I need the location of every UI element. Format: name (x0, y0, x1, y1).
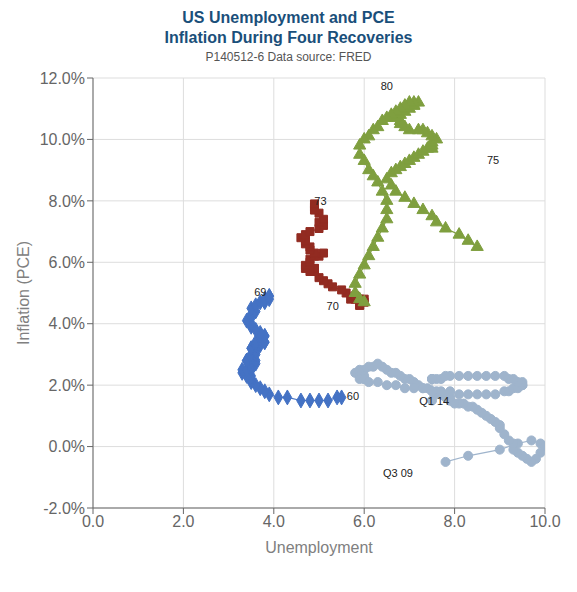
svg-text:6.0%: 6.0% (49, 254, 85, 271)
svg-text:0.0: 0.0 (82, 513, 104, 530)
svg-text:10.0%: 10.0% (40, 131, 85, 148)
svg-text:6.0: 6.0 (353, 513, 375, 530)
html-text:US Unemployment and PCE Inflat: US Unemployment and PCE Inflation During… (164, 9, 413, 46)
html-text:P140512-6 Data source: FRED: P140512-6 Data source: FRED (205, 50, 372, 64)
svg-text:69: 69 (254, 286, 266, 298)
svg-text:0.0%: 0.0% (49, 438, 85, 455)
svg-text:2.0: 2.0 (172, 513, 194, 530)
svg-text:Inflation (PCE): Inflation (PCE) (15, 241, 32, 345)
svg-text:Q3 09: Q3 09 (383, 467, 413, 479)
svg-text:73: 73 (314, 195, 326, 207)
svg-text:80: 80 (381, 80, 393, 92)
svg-text:4.0%: 4.0% (49, 315, 85, 332)
svg-text:2.0%: 2.0% (49, 377, 85, 394)
svg-text:8.0%: 8.0% (49, 193, 85, 210)
svg-text:70: 70 (327, 300, 339, 312)
svg-text:10.0: 10.0 (529, 513, 560, 530)
svg-text:Unemployment: Unemployment (265, 539, 373, 556)
svg-text:60: 60 (347, 390, 359, 402)
svg-text:75: 75 (487, 154, 499, 166)
svg-text:8.0: 8.0 (443, 513, 465, 530)
svg-text:-2.0%: -2.0% (43, 500, 85, 517)
svg-text:12.0%: 12.0% (40, 70, 85, 87)
svg-text:Q1 14: Q1 14 (419, 395, 449, 407)
svg-text:4.0: 4.0 (263, 513, 285, 530)
